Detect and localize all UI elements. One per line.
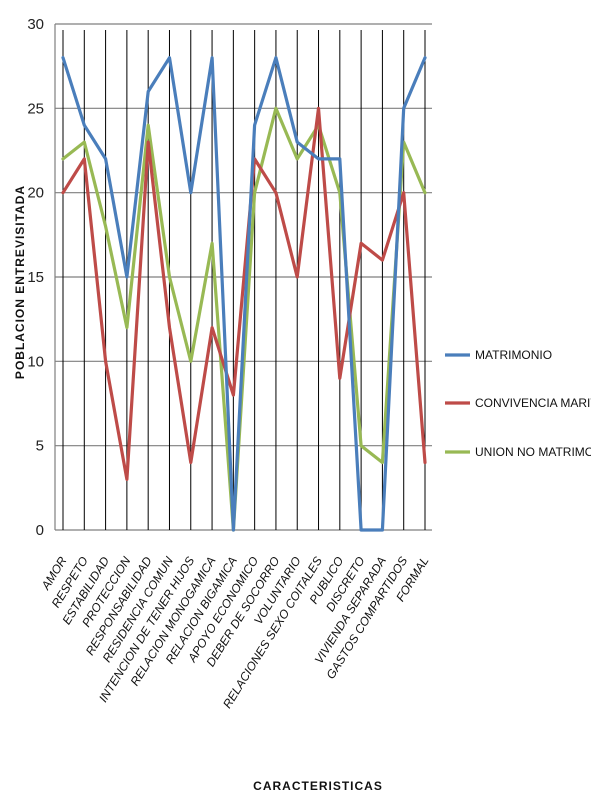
y-tick-label: 0 [36,522,44,539]
series-line-convivencia-marital [61,106,427,481]
series-line-matrimonio [61,56,427,532]
series-line-union-no-matrimonial [61,106,427,532]
y-tick-label: 30 [27,16,44,33]
y-axis-title: POBLACION ENTREVISITADA [13,185,27,379]
series-lines [61,56,427,532]
y-tick-label: 15 [27,269,44,286]
y-tick-label: 10 [27,353,44,370]
legend: MATRIMONIO CONVIVENCIA MARITAL UNION NO MA… [445,348,591,459]
y-tick-label: 25 [27,100,44,117]
x-axis-ticks: AMORRESPETOESTABILIDADPROTECCIONRESPONSA… [38,554,431,711]
legend-label: CONVIVENCIA MARITAL [475,396,591,410]
y-tick-label: 20 [27,185,44,202]
y-axis-ticks: 0 5 10 15 20 25 30 [27,16,44,539]
legend-label: UNION NO MATRIMONIAL [475,445,591,459]
x-axis-title: CARACTERISTICAS [253,779,383,793]
legend-label: MATRIMONIO [475,348,552,362]
y-tick-label: 5 [36,438,44,455]
